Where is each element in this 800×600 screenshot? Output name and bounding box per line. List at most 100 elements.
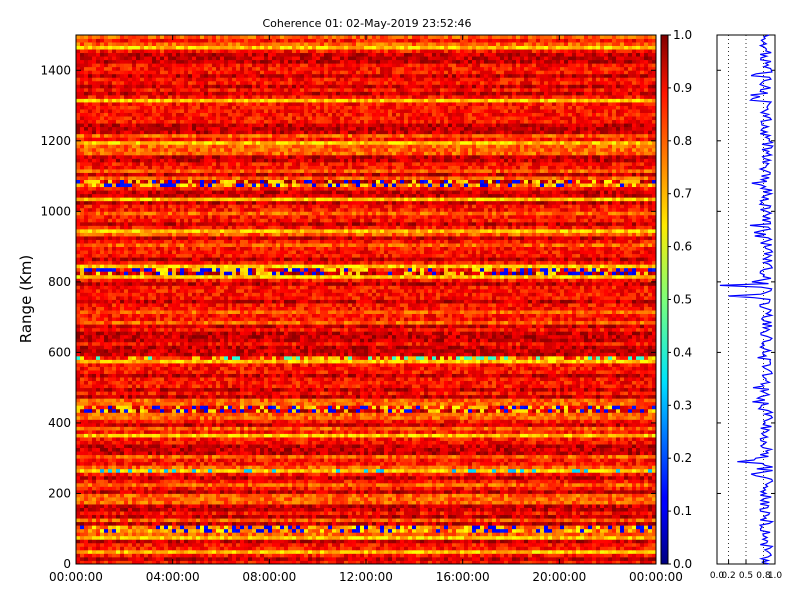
heatmap-cell	[88, 504, 93, 508]
heatmap-cell	[272, 482, 277, 487]
heatmap-cell	[84, 532, 89, 537]
heatmap-cell	[612, 451, 617, 456]
heatmap-cell	[76, 475, 81, 480]
heatmap-cell	[312, 535, 317, 540]
heatmap-cell	[508, 451, 513, 456]
heatmap-cell	[80, 511, 85, 516]
heatmap-cell	[212, 507, 217, 512]
heatmap-cell	[92, 458, 97, 463]
heatmap-cell	[316, 451, 321, 456]
heatmap-cell	[380, 447, 385, 452]
heatmap-cell	[220, 546, 225, 551]
heatmap-cell	[108, 482, 113, 487]
heatmap-cell	[344, 479, 349, 484]
heatmap-cell	[448, 542, 453, 547]
heatmap-cell	[536, 525, 541, 530]
heatmap-cell	[240, 546, 245, 551]
heatmap-cell	[468, 549, 473, 554]
heatmap-cell	[468, 539, 473, 544]
heatmap-cell	[96, 486, 101, 491]
heatmap-cell	[152, 454, 157, 459]
heatmap-cell	[644, 539, 649, 544]
heatmap-cell	[480, 489, 485, 494]
heatmap-cell	[328, 440, 333, 445]
heatmap-cell	[232, 518, 237, 523]
heatmap-cell	[572, 521, 577, 526]
heatmap-cell	[96, 451, 101, 456]
heatmap-cell	[264, 451, 269, 456]
heatmap-cell	[516, 444, 521, 449]
heatmap-cell	[200, 542, 205, 547]
heatmap-cell	[544, 511, 549, 516]
heatmap-cell	[196, 447, 201, 452]
heatmap-cell	[472, 500, 477, 505]
heatmap-cell	[412, 454, 417, 459]
heatmap-cell	[232, 511, 237, 516]
heatmap-cell	[152, 549, 157, 554]
heatmap-cell	[416, 458, 421, 463]
heatmap-cell	[628, 444, 633, 449]
heatmap-cell	[504, 556, 509, 561]
heatmap-cell	[164, 451, 169, 456]
heatmap-cell	[356, 504, 361, 508]
heatmap-cell	[224, 486, 229, 491]
heatmap-cell	[380, 489, 385, 494]
heatmap-cell	[132, 482, 137, 487]
heatmap-cell	[300, 458, 305, 463]
heatmap-cell	[220, 458, 225, 463]
heatmap-cell	[320, 465, 325, 470]
heatmap-cell	[100, 440, 105, 445]
heatmap-cell	[308, 486, 313, 491]
heatmap-cell	[76, 504, 81, 508]
heatmap-cell	[448, 511, 453, 516]
heatmap-cell	[84, 461, 89, 466]
heatmap-cell	[344, 535, 349, 540]
heatmap-cell	[276, 542, 281, 547]
heatmap-cell	[340, 514, 345, 519]
heatmap-cell	[396, 549, 401, 554]
heatmap-cell	[316, 532, 321, 537]
heatmap-cell	[492, 560, 497, 565]
heatmap-cell	[288, 493, 293, 498]
heatmap-cell	[296, 507, 301, 512]
heatmap-cell	[204, 493, 209, 498]
heatmap-cell	[628, 511, 633, 516]
heatmap-cell	[148, 507, 153, 512]
heatmap-cell	[276, 511, 281, 516]
heatmap-cell	[300, 454, 305, 459]
heatmap-cell	[180, 454, 185, 459]
heatmap-cell	[248, 500, 253, 505]
heatmap-cell	[412, 496, 417, 501]
heatmap-cell	[136, 514, 141, 519]
heatmap-cell	[204, 521, 209, 526]
heatmap-cell	[432, 451, 437, 456]
heatmap-cell	[96, 454, 101, 459]
heatmap-cell	[548, 461, 553, 466]
heatmap-cell	[428, 493, 433, 498]
heatmap-cell	[124, 504, 129, 508]
heatmap-cell	[280, 479, 285, 484]
heatmap-cell	[584, 468, 589, 473]
heatmap-cell	[336, 518, 341, 523]
heatmap-cell	[212, 549, 217, 554]
heatmap-cell	[448, 461, 453, 466]
heatmap-cell	[104, 546, 109, 551]
heatmap-cell	[464, 542, 469, 547]
heatmap-cell	[628, 535, 633, 540]
heatmap-cell	[424, 560, 429, 565]
heatmap-cell	[504, 447, 509, 452]
heatmap-cell	[632, 486, 637, 491]
heatmap-cell	[84, 521, 89, 526]
heatmap-cell	[192, 444, 197, 449]
heatmap-cell	[488, 553, 493, 558]
heatmap-cell	[524, 528, 529, 533]
heatmap-cell	[164, 560, 169, 565]
heatmap-cell	[592, 546, 597, 551]
heatmap-cell	[408, 535, 413, 540]
heatmap-cell	[248, 535, 253, 540]
heatmap-cell	[232, 542, 237, 547]
heatmap-cell	[92, 465, 97, 470]
heatmap-cell	[184, 556, 189, 561]
heatmap-cell	[216, 553, 221, 558]
heatmap-cell	[260, 553, 265, 558]
